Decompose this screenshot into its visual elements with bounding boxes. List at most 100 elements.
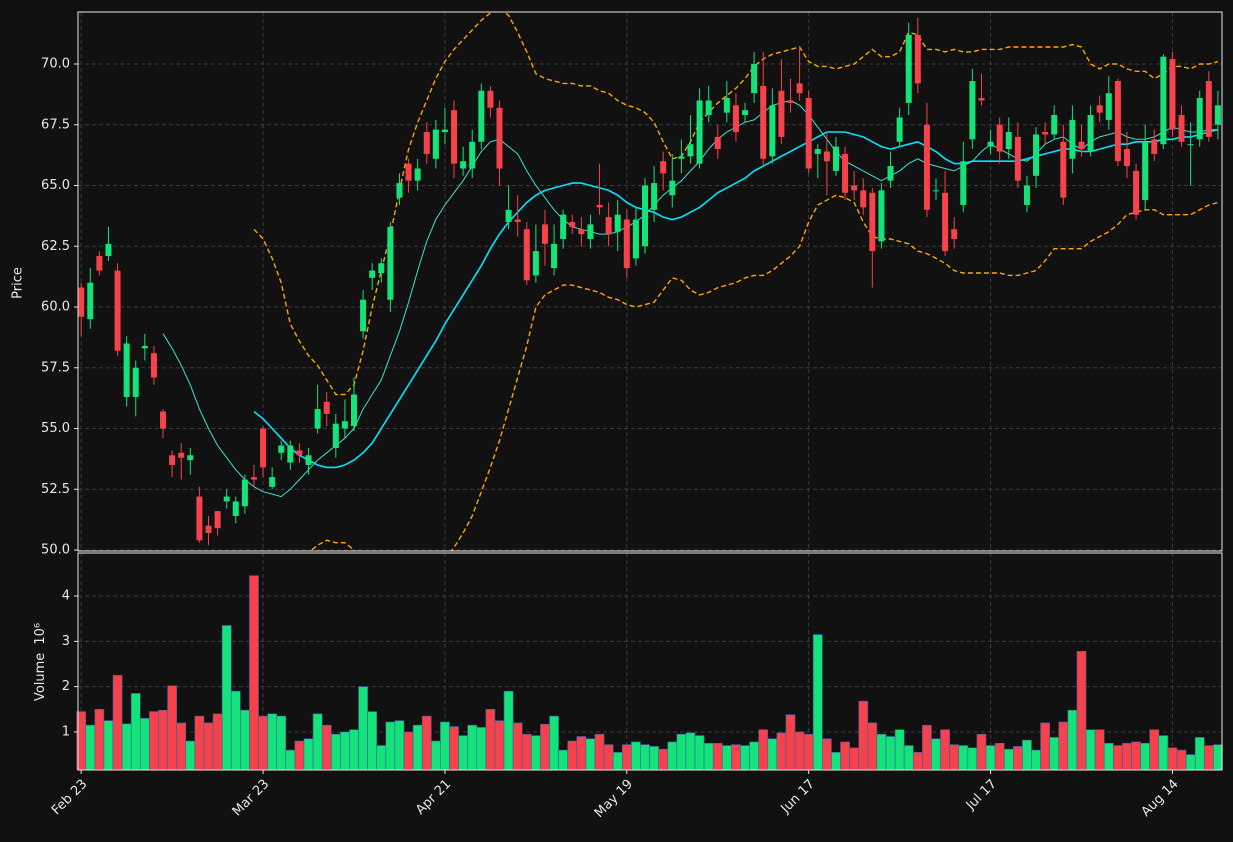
candle-body xyxy=(1014,136,1021,181)
volume-bar xyxy=(1094,729,1105,771)
candle-body xyxy=(451,110,458,164)
volume-bar xyxy=(394,720,405,771)
volume-bar xyxy=(230,690,241,771)
volume-bar xyxy=(258,715,268,771)
volume-bar xyxy=(822,738,832,771)
candle-body xyxy=(714,136,721,150)
candle-body xyxy=(587,224,594,239)
candle-body xyxy=(1023,185,1030,205)
candle-body xyxy=(1005,132,1012,150)
candle-body xyxy=(923,124,930,210)
candle-body xyxy=(560,214,567,239)
volume-bar xyxy=(612,752,623,771)
indicator-line xyxy=(162,99,1218,498)
volume-bar xyxy=(321,724,332,771)
volume-bar xyxy=(240,709,250,771)
volume-bar xyxy=(485,708,496,771)
volume-bar xyxy=(139,718,150,771)
volume-bar xyxy=(958,745,969,771)
volume-bar xyxy=(467,724,478,771)
volume-bar xyxy=(976,733,987,771)
candle-body xyxy=(241,479,248,507)
candle-body xyxy=(787,100,794,103)
volume-bar xyxy=(903,745,914,771)
volume-bar xyxy=(121,723,132,771)
volume-bar xyxy=(967,747,978,771)
price-grid xyxy=(78,12,1222,551)
candle-body xyxy=(1214,105,1221,125)
volume-bar xyxy=(858,700,869,771)
candle-body xyxy=(723,98,730,113)
volume-bar xyxy=(812,634,823,771)
candle-body xyxy=(842,153,849,193)
candle-body xyxy=(705,100,712,116)
candle-body xyxy=(796,83,803,94)
candle-body xyxy=(1060,141,1067,198)
volume-bar xyxy=(412,724,423,771)
y-tick-label: 65.0 xyxy=(41,178,70,193)
candle-body xyxy=(878,190,885,242)
volume-bar xyxy=(840,741,850,771)
volume-bar xyxy=(1203,745,1214,771)
candle-body xyxy=(678,156,685,159)
y-tick-label: 4 xyxy=(62,589,70,604)
volume-bar xyxy=(112,675,123,771)
volume-bar xyxy=(603,744,614,771)
candle-body xyxy=(1142,141,1149,201)
volume-bar xyxy=(276,715,287,771)
price-frame xyxy=(77,11,1223,552)
volume-bar xyxy=(1149,729,1160,771)
candle-body xyxy=(742,110,749,116)
candles xyxy=(78,17,1221,546)
volume-bar xyxy=(876,733,887,771)
candle-body xyxy=(960,161,967,205)
volume-bar xyxy=(649,746,659,771)
candle-body xyxy=(687,144,694,157)
candle-body xyxy=(123,343,130,397)
candle-body xyxy=(932,190,940,192)
candle-body xyxy=(623,219,630,269)
candle-body xyxy=(751,64,758,94)
volume-bar xyxy=(758,729,769,771)
candle-body xyxy=(760,85,767,159)
y-tick-label: 2 xyxy=(62,679,70,694)
y-tick-label: 1 xyxy=(62,724,70,739)
candle-body xyxy=(596,204,603,208)
candle-body xyxy=(769,105,776,157)
candle-body xyxy=(869,192,876,252)
volume-bar xyxy=(676,733,687,771)
candle-body xyxy=(514,219,521,222)
volume-bar xyxy=(158,709,168,771)
candle-body xyxy=(132,367,139,397)
volume-bar xyxy=(285,749,296,771)
volume-bar xyxy=(358,686,368,771)
volume-bar xyxy=(931,738,941,771)
candle-body xyxy=(441,129,448,133)
volume-bar xyxy=(1040,722,1050,771)
candle-body xyxy=(1042,132,1049,135)
volume-bar xyxy=(585,738,596,771)
candle-body xyxy=(223,496,230,502)
candle-body xyxy=(1096,105,1103,113)
volume-bar xyxy=(249,575,259,771)
candle-body xyxy=(996,124,1003,152)
candle-body xyxy=(87,282,94,320)
volume-bar xyxy=(721,745,732,771)
y-tick-label: 70.0 xyxy=(41,57,70,72)
candle-body xyxy=(287,445,294,463)
volume-bar xyxy=(558,749,569,771)
candle-body xyxy=(150,353,157,378)
candle-body xyxy=(914,34,921,84)
candle-body xyxy=(551,243,558,269)
volume-bar xyxy=(849,747,860,771)
candle-body xyxy=(396,183,403,198)
volume-bar xyxy=(349,729,359,771)
candle-body xyxy=(1078,141,1085,150)
volume-bar xyxy=(167,685,177,771)
volume-bar xyxy=(503,690,514,771)
candle-body xyxy=(1087,115,1094,152)
volume-bar xyxy=(1131,741,1141,771)
candle-body xyxy=(487,90,494,108)
volume-bar xyxy=(740,745,750,771)
candle-body xyxy=(196,496,203,541)
